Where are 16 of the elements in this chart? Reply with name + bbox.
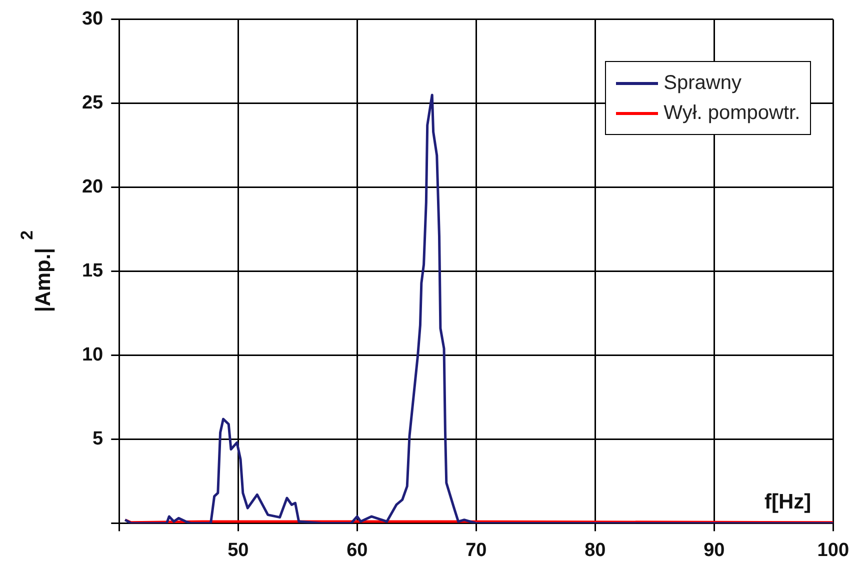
x-tick-label: 60 — [346, 540, 368, 561]
x-tick-label: 100 — [817, 540, 849, 561]
x-tick-label: 70 — [466, 540, 487, 561]
x-tick-label: 50 — [228, 540, 249, 561]
y-tick-label: 5 — [92, 428, 104, 450]
y-tick-label: 15 — [82, 260, 104, 282]
y-tick-label: 20 — [82, 176, 104, 198]
x-tick-label: 80 — [584, 540, 606, 561]
y-tick-label: 25 — [82, 92, 104, 114]
legend-label: Sprawny — [664, 71, 742, 96]
y-tick-label: 30 — [82, 8, 104, 30]
y-tick-label: 10 — [82, 344, 104, 366]
y-axis-title: |Amp.|2 — [18, 230, 55, 312]
legend-label: Wył. pompowtr. — [664, 101, 800, 126]
x-axis-title: f[Hz] — [764, 490, 812, 514]
x-tick-label: 90 — [704, 540, 725, 561]
